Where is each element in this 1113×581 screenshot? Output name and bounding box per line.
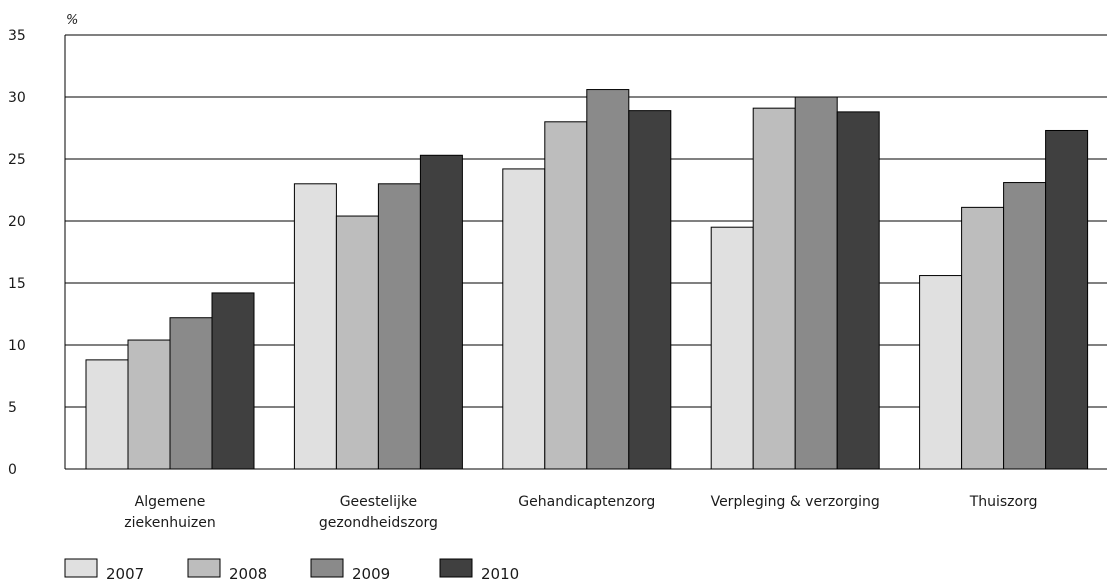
y-tick-label: 15 — [8, 276, 26, 292]
bar-2010-0 — [211, 292, 255, 470]
y-tick-label: 25 — [8, 152, 26, 168]
y-axis-unit: % — [66, 13, 78, 28]
y-tick-label: 35 — [8, 28, 26, 44]
bar-2010-4 — [1045, 129, 1089, 470]
y-tick-label: 0 — [8, 462, 17, 478]
legend-label: 2007 — [106, 565, 144, 581]
legend-swatch-2007 — [64, 558, 98, 578]
bar-2007-0 — [85, 359, 129, 470]
bar-2007-1 — [293, 183, 337, 470]
y-tick-label: 20 — [8, 214, 26, 230]
y-tick-label: 5 — [8, 400, 17, 416]
bar-2007-4 — [919, 275, 963, 470]
y-tick-label: 30 — [8, 90, 26, 106]
legend-label: 2008 — [229, 565, 267, 581]
bar-2009-0 — [169, 317, 213, 470]
bar-2009-1 — [377, 183, 421, 470]
category-label: Verpleging & verzorging — [711, 494, 880, 510]
category-label: ziekenhuizen — [124, 515, 215, 531]
bar-2010-3 — [836, 111, 880, 470]
category-label: Thuiszorg — [969, 494, 1038, 510]
category-label: gezondheidszorg — [319, 515, 438, 531]
legend-swatch-2009 — [310, 558, 344, 578]
bar-2008-1 — [335, 215, 379, 470]
category-label: Geestelijke — [340, 494, 417, 510]
category-label: Gehandicaptenzorg — [518, 494, 655, 510]
legend-swatch-2008 — [187, 558, 221, 578]
bar-2008-0 — [127, 339, 171, 470]
bars — [85, 89, 1089, 470]
legend-label: 2009 — [352, 565, 390, 581]
legend-label: 2010 — [481, 565, 519, 581]
bar-2008-3 — [752, 107, 796, 470]
legend-swatch-2010 — [439, 558, 473, 578]
bar-2008-2 — [544, 121, 588, 470]
bar-2009-2 — [586, 89, 630, 470]
bar-2010-1 — [419, 154, 463, 470]
y-tick-label: 10 — [8, 338, 26, 354]
bar-2009-4 — [1003, 182, 1047, 470]
bar-2008-4 — [961, 206, 1005, 470]
bar-2009-3 — [794, 96, 838, 470]
category-labels: Algemene ziekenhuizen Geestelijke gezondhei… — [124, 494, 1037, 531]
y-axis-ticks: 0 5 10 15 20 25 30 35 — [8, 28, 26, 478]
legend: 2007 2008 2009 2010 — [64, 558, 519, 581]
bar-2007-3 — [710, 226, 754, 470]
category-label: Algemene — [135, 494, 206, 510]
bar-2010-2 — [628, 110, 672, 470]
bar-2007-2 — [502, 168, 546, 470]
